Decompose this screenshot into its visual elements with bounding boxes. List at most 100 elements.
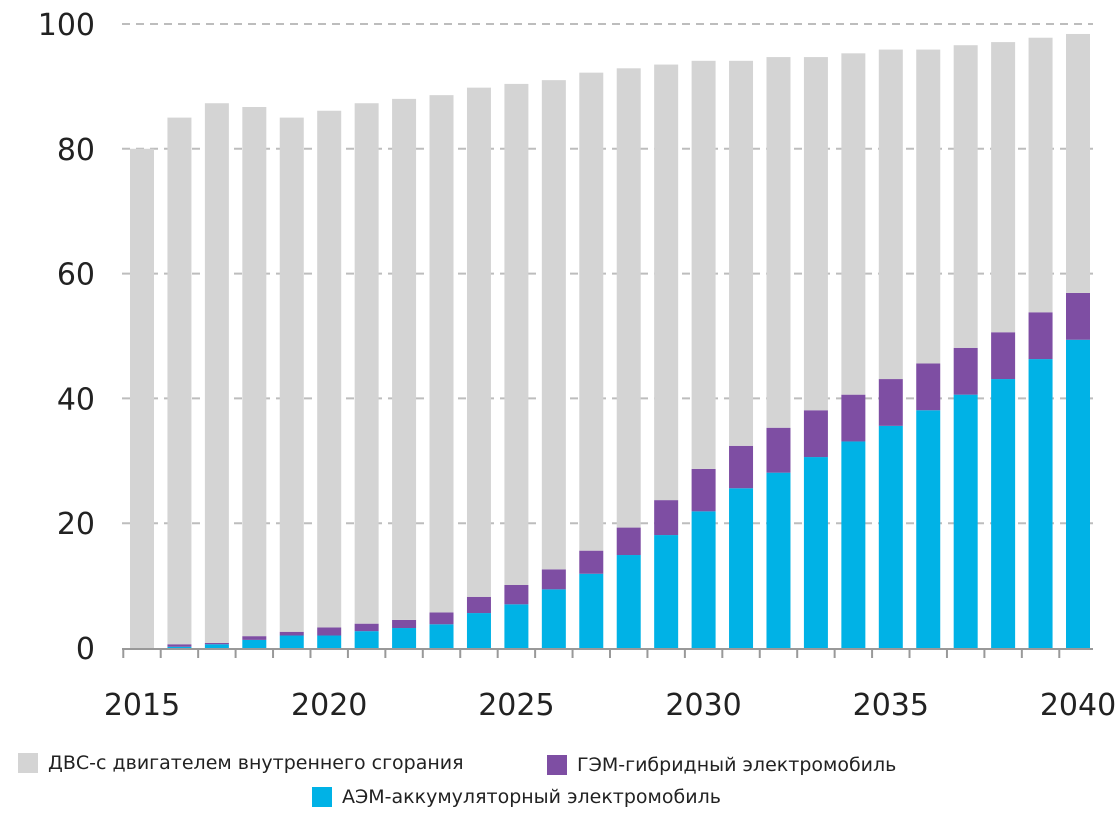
x-tick-label-2040: 2040 [1040,688,1116,723]
bar-hybrid-2033 [803,410,828,458]
bar-battery-2027 [579,573,604,648]
bar-hybrid-2025 [504,584,529,605]
bar-battery-2038 [991,379,1016,648]
bar-battery-2019 [279,635,304,648]
bar-battery-2031 [729,488,754,648]
bar-stack-2021 [354,103,379,648]
bar-hybrid-2017 [204,643,229,645]
bar-stack-2040 [1066,33,1090,648]
bar-ice-2028 [616,68,641,528]
bar-hybrid-2020 [317,627,342,636]
x-axis [122,648,1093,658]
bar-battery-2033 [803,457,828,648]
bar-hybrid-2035 [878,379,903,426]
bar-battery-2024 [466,613,491,648]
x-tick-label-2015: 2015 [104,688,180,723]
bar-battery-2029 [654,535,679,648]
bar-ice-2026 [541,80,566,570]
bar-battery-2037 [953,394,978,648]
bar-stack-2018 [242,106,267,648]
bar-hybrid-2030 [691,468,716,512]
bar-hybrid-2038 [991,332,1016,380]
bar-stack-2026 [541,80,566,648]
legend-label-battery: АЭМ-аккумуляторный электромобиль [342,786,721,808]
y-tick-label-100: 100 [38,8,95,43]
bar-stack-2015 [130,148,154,649]
bar-ice-2021 [354,103,379,624]
bar-stack-2037 [953,45,978,648]
bar-battery-2020 [317,635,342,648]
bar-stack-2033 [803,57,828,648]
bar-stack-2022 [392,98,417,648]
bar-hybrid-2036 [916,363,941,411]
bar-hybrid-2022 [392,619,417,629]
bar-ice-2036 [916,49,941,364]
bar-hybrid-2027 [579,550,604,574]
legend-item-battery: АЭМ-аккумуляторный электромобиль [312,786,721,808]
bar-stack-2039 [1028,37,1053,648]
bar-battery-2032 [766,472,791,648]
bar-ice-2022 [392,98,417,620]
bar-ice-2031 [729,60,754,446]
bar-hybrid-2024 [466,596,491,614]
bar-stack-2035 [878,49,903,648]
legend-item-ice: ДВС-с двигателем внутреннего сгорания [18,752,464,774]
bar-hybrid-2026 [541,569,566,590]
bar-ice-2019 [279,117,304,632]
bar-battery-2021 [354,631,379,648]
x-tick-label-2035: 2035 [853,688,929,723]
bar-stack-2027 [579,72,604,648]
bar-ice-2018 [242,106,267,637]
bar-stack-2030 [691,60,716,648]
bar-stack-2028 [616,68,641,648]
x-axis-tick-labels: 2015 2020 2025 2030 2035 2040 [104,688,1116,723]
legend-swatch-ice [18,753,38,773]
bar-hybrid-2040 [1066,292,1090,340]
grid-lines [122,23,1093,525]
bar-stack-2024 [466,87,491,648]
bar-hybrid-2018 [242,636,267,640]
y-tick-label-0: 0 [76,632,95,667]
legend-swatch-battery [312,787,332,807]
bar-battery-2022 [392,628,417,648]
y-tick-label-80: 80 [57,133,95,168]
bar-battery-2030 [691,511,716,648]
bar-ice-2020 [317,110,342,628]
bar-hybrid-2029 [654,500,679,536]
bar-stack-2017 [204,103,229,648]
legend-label-ice: ДВС-с двигателем внутреннего сгорания [48,752,464,774]
bar-ice-2030 [691,60,716,469]
bars-group [130,33,1090,649]
bar-stack-2023 [429,95,454,648]
bar-battery-2036 [916,410,941,648]
y-axis-tick-labels: 0 20 40 60 80 100 [38,8,95,667]
x-tick-label-2030: 2030 [665,688,741,723]
bar-ice-2016 [167,117,192,645]
bar-hybrid-2016 [167,644,192,647]
legend-swatch-hybrid [547,755,567,775]
bar-stack-2025 [504,83,529,648]
bar-stack-2032 [766,57,791,648]
x-tick-label-2020: 2020 [291,688,367,723]
bar-battery-2035 [878,425,903,648]
bar-hybrid-2039 [1028,312,1053,360]
bar-ice-2035 [878,49,903,380]
bar-battery-2023 [429,624,454,648]
bar-stack-2038 [991,42,1016,648]
bar-ice-2034 [841,53,866,395]
bar-hybrid-2021 [354,623,379,632]
bar-hybrid-2032 [766,427,791,473]
bar-ice-2025 [504,83,529,585]
bar-battery-2017 [204,644,229,648]
bar-stack-2019 [279,117,304,648]
bar-battery-2028 [616,555,641,648]
bar-hybrid-2028 [616,527,641,556]
y-tick-label-20: 20 [57,507,95,542]
bar-battery-2039 [1028,359,1053,648]
bar-stack-2020 [317,110,342,648]
x-tick-label-2025: 2025 [478,688,554,723]
bar-ice-2039 [1028,37,1053,313]
legend-label-hybrid: ГЭМ-гибридный электромобиль [577,754,897,776]
bar-ice-2029 [654,64,679,501]
